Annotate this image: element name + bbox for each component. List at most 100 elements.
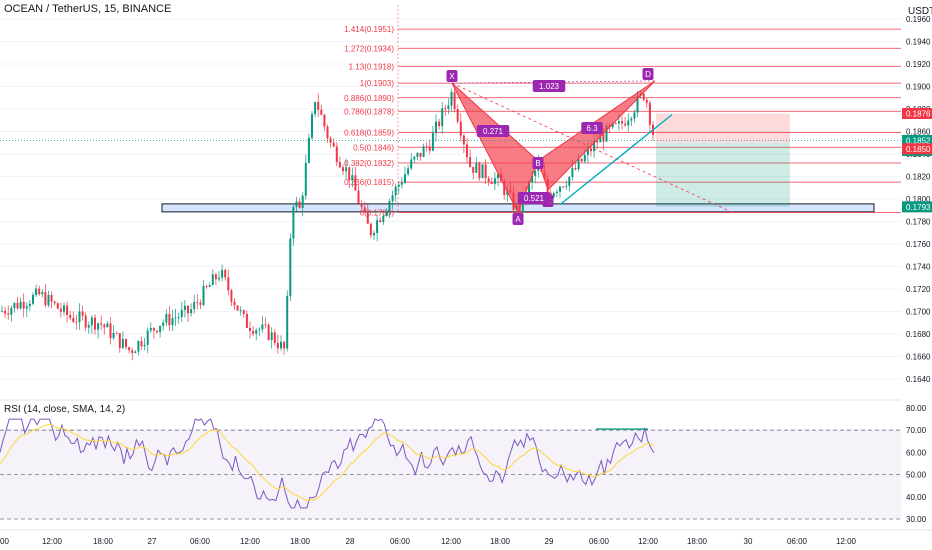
- candle-body: [571, 167, 574, 177]
- candle-body: [121, 339, 124, 348]
- candle-body: [627, 120, 630, 126]
- candle-body: [648, 102, 651, 125]
- candle-body: [422, 146, 425, 157]
- price-badge: 0.1850: [906, 145, 931, 154]
- candle-body: [338, 162, 341, 168]
- candle-body: [152, 327, 155, 331]
- candle-body: [109, 323, 112, 339]
- ratio-xad-bg: [532, 80, 566, 92]
- candle-body: [202, 286, 205, 305]
- candle-body: [363, 207, 366, 211]
- candle-body: [13, 302, 16, 309]
- candle-body: [605, 125, 608, 142]
- candle-body: [90, 317, 93, 326]
- candle-body: [140, 341, 143, 347]
- symbol-title[interactable]: OCEAN / TetherUS, 15, BINANCE: [4, 3, 172, 15]
- candle-body: [348, 167, 351, 181]
- candle-body: [249, 327, 251, 331]
- candle-body: [162, 322, 165, 326]
- pattern-point-d-bg: [642, 68, 654, 80]
- price-tick: 0.1640: [906, 375, 931, 384]
- fib-label: 0.618(0.1859): [344, 129, 394, 138]
- time-tick: 00: [0, 537, 9, 546]
- candle-body: [630, 118, 633, 121]
- candle-body: [106, 323, 109, 328]
- candle-body: [196, 302, 199, 303]
- candle-body: [218, 277, 220, 280]
- time-tick: 27: [148, 537, 157, 546]
- candle-body: [624, 123, 627, 126]
- candle-body: [583, 154, 586, 162]
- candle-body: [128, 347, 131, 351]
- price-tick: 0.1960: [906, 15, 931, 24]
- candle-body: [580, 158, 583, 162]
- candle-body: [428, 146, 431, 151]
- candle-body: [115, 332, 118, 334]
- candle-body: [369, 223, 372, 236]
- candle-body: [447, 105, 450, 109]
- price-tick: 0.1760: [906, 240, 931, 249]
- fib-label: 0.886(0.1890): [344, 94, 394, 103]
- time-tick: 18:00: [290, 537, 311, 546]
- candle-body: [404, 174, 406, 183]
- candle-body: [286, 295, 289, 349]
- fib-label: 0.786(0.1878): [344, 107, 394, 116]
- candle-body: [289, 238, 292, 296]
- rsi-tick: 70.00: [906, 426, 927, 435]
- stop-zone: [656, 113, 790, 143]
- candle-body: [531, 175, 534, 183]
- candle-body: [559, 186, 561, 192]
- candle-body: [394, 186, 397, 196]
- candle-body: [419, 152, 422, 157]
- rsi-axis: [901, 400, 932, 530]
- price-badge: 0.1793: [906, 203, 931, 212]
- fib-label: 0.382(0.1832): [344, 159, 394, 168]
- candle-body: [487, 178, 490, 182]
- pattern-point-b-bg: [532, 157, 544, 169]
- candle-body: [314, 102, 317, 115]
- price-tick: 0.1660: [906, 353, 931, 362]
- candle-body: [19, 301, 22, 309]
- candle-body: [187, 305, 189, 314]
- candle-body: [431, 132, 434, 151]
- candle-body: [53, 301, 56, 304]
- candle-body: [56, 303, 59, 309]
- candle-body: [379, 220, 382, 223]
- candle-body: [205, 286, 208, 287]
- candle-body: [462, 135, 465, 145]
- candle-body: [66, 305, 69, 316]
- candle-body: [159, 325, 162, 333]
- candle-body: [267, 324, 270, 340]
- candle-body: [149, 327, 152, 331]
- candle-body: [391, 195, 394, 202]
- candle-body: [301, 195, 304, 208]
- candle-body: [28, 303, 31, 307]
- ratio-xab-bg: [476, 125, 510, 137]
- candle-body: [602, 133, 605, 142]
- rsi-tick: 60.00: [906, 448, 927, 457]
- candle-body: [400, 182, 403, 185]
- pattern-point-d: D: [645, 70, 651, 79]
- candle-body: [599, 133, 602, 143]
- rsi-tick: 80.00: [906, 404, 927, 413]
- price-tick: 0.1740: [906, 263, 931, 272]
- candle-body: [84, 315, 87, 328]
- time-tick: 18:00: [93, 537, 114, 546]
- candle-body: [453, 91, 456, 110]
- candle-body: [146, 330, 149, 345]
- time-tick: 30: [744, 537, 753, 546]
- candle-body: [75, 321, 78, 323]
- candle-body: [410, 159, 413, 169]
- pattern-point-b: B: [535, 159, 540, 168]
- candle-body: [444, 108, 447, 110]
- candle-body: [490, 181, 493, 184]
- candle-body: [323, 114, 326, 127]
- candle-body: [382, 215, 385, 223]
- candle-body: [255, 330, 258, 334]
- time-tick: 18:00: [687, 537, 708, 546]
- candle-body: [385, 211, 388, 216]
- candle-body: [137, 341, 140, 352]
- rsi-indicator-label[interactable]: RSI (14, close, SMA, 14, 2): [4, 404, 126, 415]
